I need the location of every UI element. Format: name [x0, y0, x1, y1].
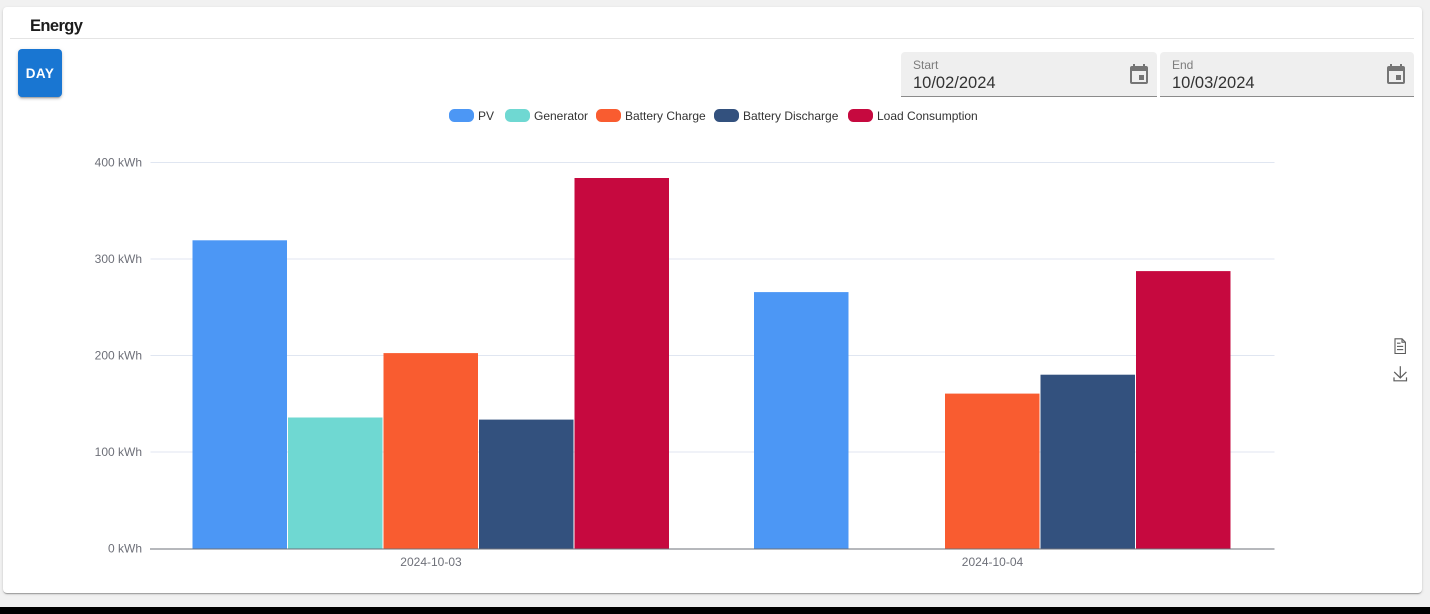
svg-text:200 kWh: 200 kWh [95, 349, 142, 363]
svg-text:0 kWh: 0 kWh [108, 542, 142, 556]
svg-text:2024-10-03: 2024-10-03 [400, 555, 462, 569]
svg-text:400 kWh: 400 kWh [95, 156, 142, 170]
svg-text:2024-10-04: 2024-10-04 [962, 555, 1024, 569]
svg-text:100 kWh: 100 kWh [95, 445, 142, 459]
svg-text:300 kWh: 300 kWh [95, 252, 142, 266]
